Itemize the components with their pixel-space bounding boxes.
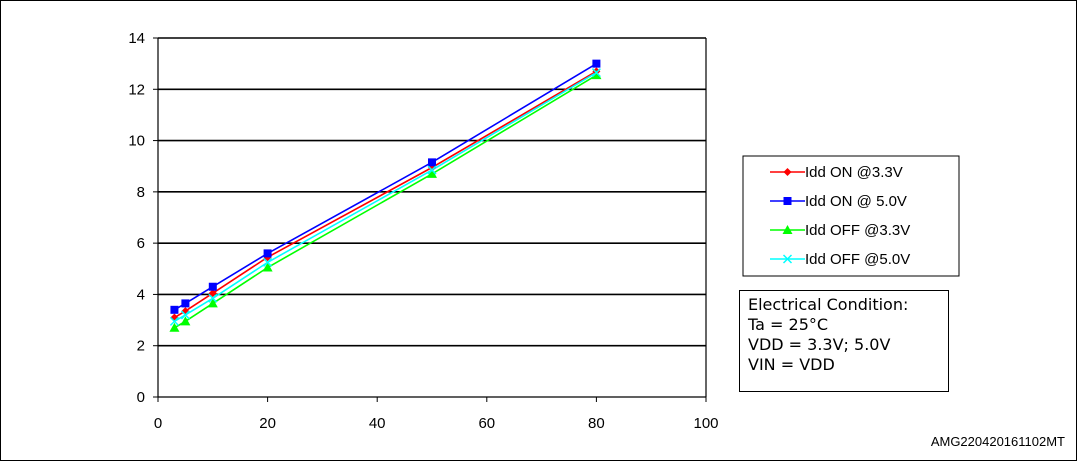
- condition-title: Electrical Condition:: [748, 295, 909, 314]
- marker-stroke: [263, 257, 273, 267]
- data-point: [427, 168, 437, 178]
- y-tick-label: 14: [128, 30, 145, 47]
- y-tick-label: 10: [128, 133, 145, 150]
- condition-vin: VIN = VDD: [748, 355, 835, 374]
- y-tick-label: 12: [128, 81, 145, 98]
- data-point: [170, 305, 179, 314]
- legend-swatch-marker: [783, 168, 792, 176]
- y-tick-label: 4: [137, 286, 145, 303]
- data-point: [169, 316, 179, 326]
- data-point: [428, 158, 436, 167]
- data-point: [592, 59, 601, 68]
- y-tick-label: 2: [137, 338, 145, 355]
- data-point: [591, 68, 601, 78]
- data-point: [591, 70, 602, 80]
- data-point: [427, 165, 437, 175]
- marker-stroke: [782, 254, 793, 264]
- condition-vdd: VDD = 3.3V; 5.0V: [748, 335, 891, 354]
- condition-temperature: Ta = 25°C: [748, 315, 829, 334]
- x-tick-label: 0: [154, 415, 162, 432]
- y-axis-ticks: 0 2 4 6 8 10 12 14: [128, 30, 158, 406]
- marker-stroke: [427, 165, 437, 175]
- legend-box: [742, 155, 960, 277]
- marker-stroke: [208, 293, 218, 303]
- marker-stroke: [591, 68, 601, 78]
- legend-label: Idd ON @3.3V: [805, 164, 903, 181]
- marker-stroke: [169, 316, 179, 326]
- data-point: [263, 249, 272, 258]
- data-point: [263, 257, 273, 267]
- x-tick-label: 40: [369, 415, 386, 432]
- axes: [157, 38, 707, 398]
- data-point: [208, 289, 217, 298]
- data-point: [169, 322, 180, 332]
- x-tick-label: 100: [693, 415, 718, 432]
- data-point: [262, 262, 273, 272]
- legend-label: Idd ON @ 5.0V: [805, 193, 907, 210]
- x-tick-label: 20: [259, 415, 276, 432]
- data-point: [208, 293, 218, 303]
- legend-label: Idd OFF @3.3V: [805, 222, 910, 239]
- marker-stroke: [180, 310, 190, 320]
- data-point: [180, 310, 190, 320]
- legend-label: Idd OFF @5.0V: [805, 251, 910, 268]
- plot-area: [158, 38, 706, 397]
- legend-swatch-marker: [782, 254, 793, 264]
- legend-swatch-marker: [782, 225, 793, 234]
- y-tick-label: 6: [137, 235, 145, 252]
- data-point: [208, 282, 217, 291]
- document-id: AMG220420161102MT: [930, 434, 1065, 449]
- legend: Idd ON @3.3V Idd ON @ 5.0V Idd OFF @3.3V Id…: [742, 155, 960, 277]
- x-axis-ticks: 0 20 40 60 80 100: [154, 397, 719, 432]
- y-tick-label: 0: [137, 389, 145, 406]
- x-tick-label: 80: [588, 415, 605, 432]
- data-point: [207, 298, 218, 308]
- plot-background: [158, 38, 706, 397]
- data-point: [180, 316, 191, 326]
- y-tick-label: 8: [137, 184, 145, 201]
- legend-swatch-marker: [783, 197, 792, 205]
- gridlines: [158, 37, 706, 347]
- data-point: [181, 299, 190, 308]
- electrical-condition-box: Electrical Condition: Ta = 25°C VDD = 3.…: [739, 290, 949, 392]
- x-tick-label: 60: [478, 415, 495, 432]
- series-markers: [169, 59, 602, 332]
